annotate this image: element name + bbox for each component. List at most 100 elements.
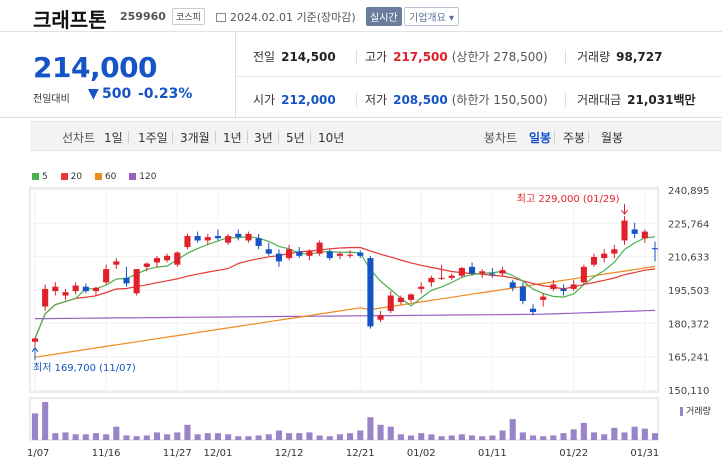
x-tick-label: 11/07 (28, 448, 49, 459)
volume-bar (286, 433, 293, 440)
tab-5y[interactable]: 5년 (286, 131, 305, 145)
volume-bar (651, 433, 659, 440)
volume-bar (275, 430, 282, 440)
candle-body (519, 286, 526, 302)
volume-bar (621, 432, 628, 440)
candle-body (611, 249, 618, 254)
candle-body (194, 236, 201, 241)
tab-1d[interactable]: 1일 (104, 131, 123, 145)
stat-label: 시가 (253, 93, 276, 107)
volume-bar (438, 436, 445, 440)
candle-body (590, 256, 598, 265)
candle-body (286, 249, 293, 259)
legend-ma60[interactable]: 60 (94, 172, 116, 182)
volume-bar (509, 419, 516, 440)
tab-monthly[interactable]: 월봉 (601, 131, 624, 145)
candle-body (580, 266, 587, 283)
candle-body (469, 266, 476, 274)
y-tick-label: 195,503 (668, 286, 709, 297)
low-annotation: 최저 169,700 (11/07) (33, 362, 136, 374)
candle-body (184, 236, 191, 248)
volume-bar (214, 433, 221, 440)
tab-10y[interactable]: 10년 (318, 131, 345, 145)
legend-ma5[interactable]: 5 (32, 172, 48, 182)
company-overview-dropdown[interactable]: 기업개요 ▾ (404, 7, 459, 26)
title-row: 크래프톤 259960 코스피 2024.02.01 기준(장마감) 실시간 기… (0, 0, 722, 32)
candle-body (133, 269, 140, 294)
candle-body (245, 233, 252, 241)
volume-bar (31, 413, 39, 440)
ma20-line (34, 246, 656, 339)
high-annotation: 최고 229,000 (01/29) (517, 193, 620, 205)
volume-bar (387, 426, 394, 440)
y-tick-label: 150,110 (668, 386, 709, 397)
stat-volume: 거래량 98,727 (577, 48, 662, 65)
volume-bar (458, 434, 465, 440)
volume-bar (235, 436, 242, 440)
ma120-line (35, 309, 656, 320)
tab-weekly[interactable]: 주봉 (563, 131, 586, 145)
volume-bar (174, 432, 181, 440)
stat-open: 시가 212,000 (253, 91, 336, 108)
x-tick-label: 01/11 (478, 448, 507, 459)
stat-upper-limit: (상한가 278,500) (451, 50, 548, 64)
tab-daily[interactable]: 일봉 (529, 131, 552, 145)
candle-body (42, 288, 49, 307)
y-tick-label: 225,764 (668, 219, 709, 230)
volume-bar (560, 433, 567, 440)
volume-bar (103, 434, 110, 440)
volume-bar (296, 433, 303, 440)
volume-bar (255, 435, 262, 440)
volume-bar (184, 424, 191, 440)
tab-3y[interactable]: 3년 (254, 131, 273, 145)
candle-body (214, 236, 221, 239)
tab-1w[interactable]: 1주일 (138, 131, 168, 145)
realtime-button[interactable]: 실시간 (366, 7, 402, 26)
volume-bar (590, 432, 598, 440)
candle-body (438, 277, 445, 279)
candle-body (570, 284, 577, 289)
tab-3m[interactable]: 3개월 (180, 131, 210, 145)
stat-value: 21,031 (627, 93, 674, 107)
volume-bar (143, 435, 150, 440)
volume-bar (357, 430, 364, 440)
calendar-icon (216, 13, 226, 22)
stat-value: 208,500 (393, 93, 448, 107)
candle-body (428, 277, 435, 283)
x-tick-label: 11/16 (92, 448, 121, 459)
candle-body (204, 237, 211, 241)
volume-bar (519, 432, 526, 440)
candle-body (275, 253, 282, 262)
candle-body (265, 249, 272, 254)
volume-bar (204, 433, 211, 440)
volume-bar (133, 436, 140, 440)
volume-bar (164, 434, 171, 440)
volume-bar (123, 435, 130, 440)
ma60-line (34, 265, 656, 358)
candle-body (387, 295, 394, 311)
volume-bar (153, 432, 161, 440)
volume-legend: 거래량 (680, 404, 711, 417)
candle-body (174, 252, 181, 265)
y-tick-label: 180,372 (668, 319, 709, 330)
candlestick-chart[interactable]: 240,895 225,764 210,633 195,503 180,372 165,2… (28, 168, 722, 464)
volume-frame (29, 397, 659, 441)
date-info: 2024.02.01 기준(장마감) (216, 9, 356, 25)
volume-bar (601, 434, 608, 440)
market-tag: 코스피 (172, 8, 205, 25)
tab-1y[interactable]: 1년 (223, 131, 242, 145)
volume-bar (306, 432, 313, 440)
candle-body (499, 270, 506, 274)
candle-body (306, 251, 313, 256)
legend-ma20[interactable]: 20 (60, 172, 82, 182)
stat-value: 212,000 (281, 93, 336, 107)
stat-label: 거래대금 (577, 93, 622, 107)
down-arrow-icon: ▼ (88, 86, 99, 102)
volume-bar (479, 436, 486, 440)
legend-ma120[interactable]: 120 (129, 172, 156, 182)
volume-bar (418, 433, 425, 440)
price-summary: 214,000 전일대비 ▼ 500 -0.23% 전일 214,500 고가 21… (0, 33, 722, 118)
candle-body (92, 287, 100, 292)
x-tick-label: 12/12 (275, 448, 304, 459)
volume-bar (316, 435, 323, 440)
